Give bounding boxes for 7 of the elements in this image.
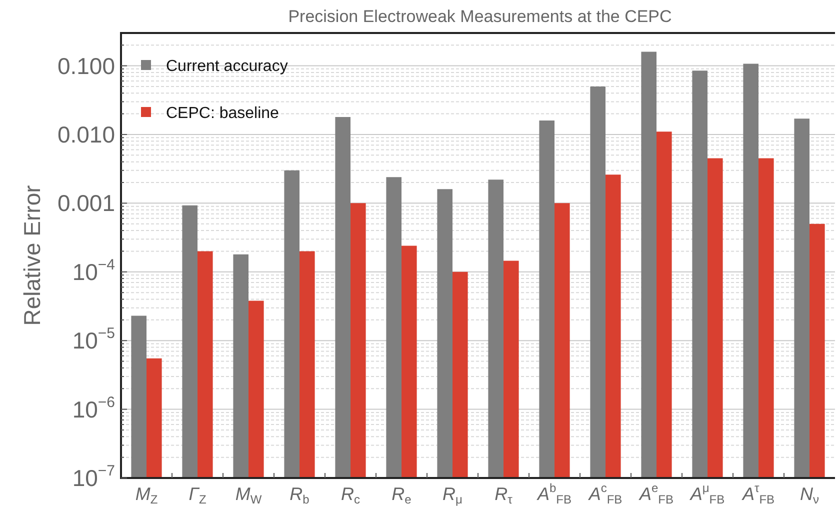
y-tick-label: 0.010 <box>57 121 116 148</box>
legend-label: CEPC: baseline <box>166 105 280 122</box>
y-tick-label: 0.100 <box>57 52 116 79</box>
chart-title: Precision Electroweak Measurements at the CEPC <box>288 7 672 26</box>
legend-label: Current accuracy <box>166 58 288 75</box>
y-tick-label: 0.001 <box>57 190 116 216</box>
y-axis-title: Relative Error <box>19 184 45 326</box>
